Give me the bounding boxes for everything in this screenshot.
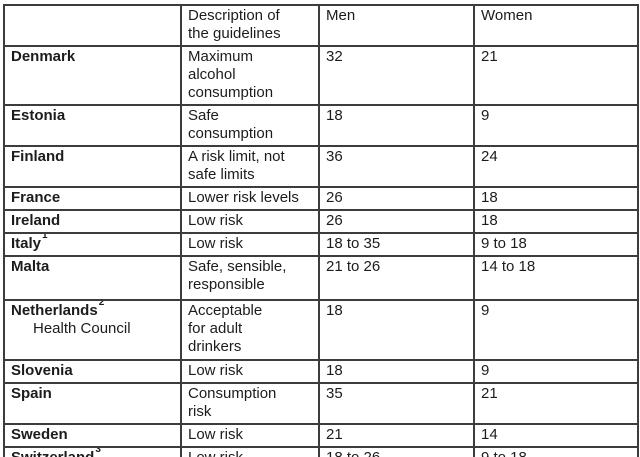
header-description: Description of the guidelines bbox=[180, 4, 320, 47]
table-row: Malta Safe, sensible, responsible 21 to … bbox=[3, 255, 639, 301]
men-value-cell: 18 to 26 bbox=[318, 446, 475, 457]
country-name: Ireland bbox=[11, 212, 61, 229]
description-cell: Safe consumption bbox=[180, 104, 320, 147]
description-cell: Lower risk levels bbox=[180, 186, 320, 211]
men-value-cell: 18 bbox=[318, 359, 475, 384]
table-row: Ireland Low risk 26 18 bbox=[3, 209, 639, 234]
country-cell: Netherlands2 Health Council bbox=[3, 299, 182, 361]
men-value-cell: 26 bbox=[318, 209, 475, 234]
women-value-cell: 21 bbox=[473, 382, 639, 425]
country-name: France bbox=[11, 189, 61, 206]
women-value-cell: 18 bbox=[473, 186, 639, 211]
country-cell: Italy1 bbox=[3, 232, 182, 257]
women-value-cell: 21 bbox=[473, 45, 639, 106]
country-cell: Sweden bbox=[3, 423, 182, 448]
men-value-cell: 18 to 35 bbox=[318, 232, 475, 257]
table-row: France Lower risk levels 26 18 bbox=[3, 186, 639, 211]
country-cell: Denmark bbox=[3, 45, 182, 106]
women-value-cell: 9 bbox=[473, 359, 639, 384]
men-value-cell: 35 bbox=[318, 382, 475, 425]
table-row: Denmark Maximum alcohol consumption 32 2… bbox=[3, 45, 639, 106]
table-row: Sweden Low risk 21 14 bbox=[3, 423, 639, 448]
men-value-cell: 36 bbox=[318, 145, 475, 188]
men-value-cell: 32 bbox=[318, 45, 475, 106]
table-row: Italy1 Low risk 18 to 35 9 to 18 bbox=[3, 232, 639, 257]
country-cell: Ireland bbox=[3, 209, 182, 234]
guidelines-table: Description of the guidelines Men Women … bbox=[3, 4, 639, 457]
women-value-cell: 24 bbox=[473, 145, 639, 188]
country-name: Estonia bbox=[11, 107, 66, 124]
country-cell: Malta bbox=[3, 255, 182, 301]
description-cell: Low risk bbox=[180, 232, 320, 257]
description-cell: Safe, sensible, responsible bbox=[180, 255, 320, 301]
men-value-cell: 18 bbox=[318, 104, 475, 147]
header-men: Men bbox=[318, 4, 475, 47]
country-name: Malta bbox=[11, 258, 50, 275]
description-cell: Low risk bbox=[180, 209, 320, 234]
footnote-marker: 3 bbox=[95, 447, 101, 455]
country-cell: Slovenia bbox=[3, 359, 182, 384]
description-cell: Acceptable for adult drinkers bbox=[180, 299, 320, 361]
men-value-cell: 26 bbox=[318, 186, 475, 211]
header-women: Women bbox=[473, 4, 639, 47]
women-value-cell: 14 to 18 bbox=[473, 255, 639, 301]
table-row: Slovenia Low risk 18 9 bbox=[3, 359, 639, 384]
country-cell: Estonia bbox=[3, 104, 182, 147]
description-cell: Consumption risk bbox=[180, 382, 320, 425]
table-row: Estonia Safe consumption 18 9 bbox=[3, 104, 639, 147]
women-value-cell: 18 bbox=[473, 209, 639, 234]
country-name: Italy bbox=[11, 235, 42, 252]
table-row: Switzerland3 Low risk 18 to 26 9 to 18 bbox=[3, 446, 639, 457]
table-row: Netherlands2 Health Council Acceptable fo… bbox=[3, 299, 639, 361]
footnote-marker: 1 bbox=[42, 233, 48, 241]
women-value-cell: 14 bbox=[473, 423, 639, 448]
country-cell: Finland bbox=[3, 145, 182, 188]
country-name: Spain bbox=[11, 385, 52, 402]
country-name: Sweden bbox=[11, 426, 68, 443]
country-cell: France bbox=[3, 186, 182, 211]
country-name: Netherlands bbox=[11, 302, 98, 319]
women-value-cell: 9 to 18 bbox=[473, 446, 639, 457]
country-subtext: Health Council bbox=[33, 320, 131, 337]
description-cell: A risk limit, not safe limits bbox=[180, 145, 320, 188]
header-country bbox=[3, 4, 182, 47]
country-cell: Switzerland3 bbox=[3, 446, 182, 457]
table-row: Spain Consumption risk 35 21 bbox=[3, 382, 639, 425]
description-cell: Low risk bbox=[180, 446, 320, 457]
description-cell: Low risk bbox=[180, 423, 320, 448]
men-value-cell: 21 to 26 bbox=[318, 255, 475, 301]
men-value-cell: 21 bbox=[318, 423, 475, 448]
country-cell: Spain bbox=[3, 382, 182, 425]
men-value-cell: 18 bbox=[318, 299, 475, 361]
table-row: Finland A risk limit, not safe limits 36… bbox=[3, 145, 639, 188]
country-name: Switzerland bbox=[11, 449, 94, 457]
women-value-cell: 9 bbox=[473, 104, 639, 147]
women-value-cell: 9 bbox=[473, 299, 639, 361]
description-cell: Low risk bbox=[180, 359, 320, 384]
country-name: Finland bbox=[11, 148, 65, 165]
footnote-marker: 2 bbox=[98, 300, 105, 308]
description-cell: Maximum alcohol consumption bbox=[180, 45, 320, 106]
header-row: Description of the guidelines Men Women bbox=[3, 4, 639, 47]
country-name: Denmark bbox=[11, 48, 76, 65]
women-value-cell: 9 to 18 bbox=[473, 232, 639, 257]
country-name: Slovenia bbox=[11, 362, 73, 379]
document-table-page: { "table": { "headers": { "country": "",… bbox=[0, 4, 640, 457]
